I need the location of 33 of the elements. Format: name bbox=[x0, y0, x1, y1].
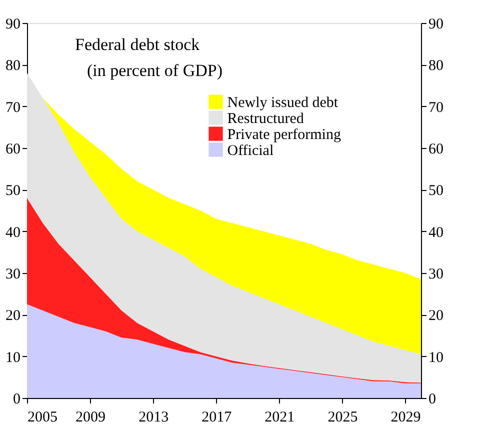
y2-tick-label: 70 bbox=[428, 100, 444, 116]
y-tick-label: 20 bbox=[6, 308, 20, 324]
x-tick-label: 2005 bbox=[28, 410, 58, 426]
y-tick-label: 10 bbox=[6, 350, 20, 366]
y2-tick-label: 80 bbox=[428, 58, 444, 74]
y-tick-label: 30 bbox=[6, 266, 20, 282]
y-tick-label: 50 bbox=[6, 183, 20, 200]
legend-label: Private performing bbox=[227, 126, 342, 143]
y2-tick-label: 50 bbox=[428, 183, 444, 200]
y2-tick-label: 40 bbox=[428, 224, 444, 241]
legend-label: Official bbox=[227, 142, 274, 159]
y2-tick-label: 60 bbox=[428, 142, 444, 158]
y2-tick-label: 90 bbox=[428, 16, 444, 32]
x-tick-label: 2017 bbox=[202, 410, 232, 426]
x-tick-label: 2013 bbox=[138, 410, 169, 426]
x-tick-label: 2021 bbox=[264, 410, 295, 426]
y-tick-label: 40 bbox=[6, 224, 20, 241]
y-tick-label: 80 bbox=[6, 58, 20, 74]
y-tick-label: 70 bbox=[6, 100, 20, 116]
x-tick-label: 2025 bbox=[328, 410, 358, 426]
x-tick-label: 2009 bbox=[76, 410, 106, 426]
legend-label: Restructured bbox=[227, 110, 304, 127]
text: Federal debt stock bbox=[75, 35, 200, 54]
y-tick-label: 60 bbox=[6, 142, 20, 158]
x-tick-label: 2029 bbox=[390, 410, 421, 426]
text: (in percent of GDP) bbox=[87, 61, 222, 80]
y2-tick-label: 30 bbox=[428, 266, 444, 282]
y-tick-label: 0 bbox=[13, 392, 20, 408]
legend-label: Newly issued debt bbox=[227, 94, 339, 111]
y2-tick-label: 20 bbox=[428, 308, 444, 324]
y2-tick-label: 0 bbox=[428, 392, 436, 408]
y-tick-label: 90 bbox=[6, 16, 20, 32]
y2-tick-label: 10 bbox=[428, 350, 444, 366]
